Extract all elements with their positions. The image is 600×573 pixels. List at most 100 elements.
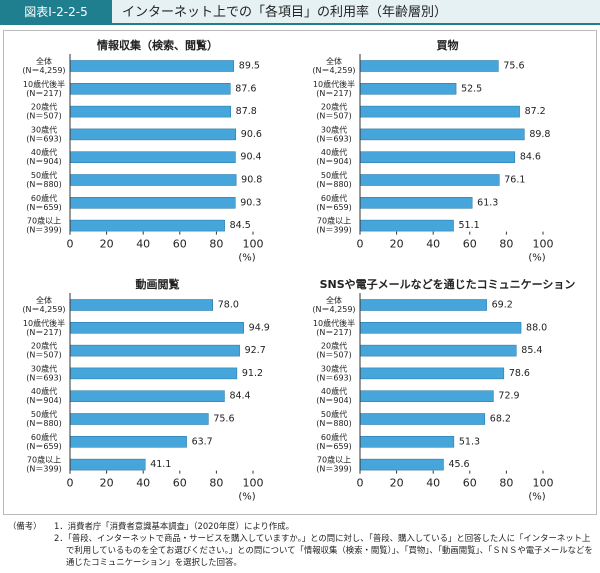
bar	[359, 128, 525, 141]
header-title: インターネット上での「各項目」の利用率（年齢層別）	[122, 4, 447, 20]
bar	[359, 322, 522, 334]
bar	[69, 413, 209, 425]
category-label: (N＝880)	[316, 419, 352, 428]
category-label: (N＝693)	[26, 373, 62, 382]
category-label: 30歳代	[31, 363, 57, 373]
header-label-bg	[0, 0, 112, 24]
value-label: 78.6	[509, 368, 530, 379]
x-tick-label: 40	[136, 238, 150, 251]
x-tick-label: 0	[357, 477, 364, 490]
value-label: 51.1	[459, 220, 480, 231]
bar	[69, 458, 146, 471]
bar	[69, 390, 225, 402]
bar	[69, 105, 231, 118]
bar	[69, 83, 231, 95]
category-label: 70歳以上	[27, 216, 61, 226]
category-label: (N＝659)	[26, 442, 62, 451]
category-label: (N＝659)	[316, 203, 352, 212]
x-tick-label: 100	[243, 477, 264, 490]
value-label: 92.7	[245, 345, 266, 356]
category-label: 40歳代	[321, 386, 347, 396]
category-label: 60歳代	[31, 193, 57, 203]
category-label: 50歳代	[321, 409, 347, 419]
bar	[359, 367, 505, 380]
category-label: (N＝659)	[316, 442, 352, 451]
bar	[359, 83, 457, 95]
category-label: (N＝904)	[316, 157, 352, 166]
category-label: (N＝904)	[26, 157, 62, 166]
value-label: 72.9	[498, 391, 519, 402]
value-label: 51.3	[459, 436, 480, 447]
x-tick-label: 60	[463, 477, 477, 490]
bar	[359, 458, 444, 471]
value-label: 87.8	[236, 106, 257, 117]
category-label: (N＝693)	[26, 134, 62, 143]
category-label: (N＝507)	[26, 112, 62, 121]
value-label: 84.4	[229, 391, 250, 402]
value-label: 89.8	[529, 129, 550, 140]
category-label: (N＝399)	[26, 226, 62, 235]
value-label: 84.6	[520, 152, 541, 163]
category-label: 50歳代	[31, 409, 57, 419]
category-label: (N＝880)	[26, 180, 62, 189]
category-label: 30歳代	[321, 363, 347, 373]
x-tick-label: 60	[173, 238, 187, 251]
x-axis-label: (%)	[238, 253, 255, 264]
category-label: (N＝217)	[316, 328, 352, 337]
notes-items: 1．消費者庁「消費者意識基本調査」（2020年度）により作成。 2．「普段、インタ…	[54, 520, 593, 568]
value-label: 78.0	[218, 300, 239, 311]
category-label: 60歳代	[321, 193, 347, 203]
x-tick-label: 40	[136, 477, 150, 490]
value-label: 75.6	[503, 61, 524, 72]
bar	[359, 413, 486, 425]
category-label: 全体	[326, 56, 342, 66]
category-label: (N＝507)	[316, 351, 352, 360]
bar	[359, 344, 517, 357]
x-tick-label: 100	[533, 238, 554, 251]
bar	[69, 367, 238, 380]
category-label: 40歳代	[31, 147, 57, 157]
notes: （備考） 1．消費者庁「消費者意識基本調査」（2020年度）により作成。 2．「普…	[8, 520, 593, 568]
bar	[359, 197, 473, 209]
x-tick-label: 80	[209, 477, 223, 490]
category-label: 30歳代	[31, 124, 57, 134]
x-axis-label: (%)	[528, 253, 545, 264]
bar	[69, 344, 240, 357]
value-label: 94.9	[249, 322, 270, 333]
x-tick-label: 80	[209, 238, 223, 251]
category-label: 全体	[36, 56, 52, 66]
bar	[69, 151, 236, 163]
category-label: 40歳代	[31, 386, 57, 396]
x-tick-label: 40	[426, 477, 440, 490]
value-label: 90.4	[240, 152, 261, 163]
frame	[3, 30, 597, 515]
value-label: 90.8	[241, 175, 262, 186]
category-label: (N＝217)	[26, 89, 62, 98]
category-label: (N＝880)	[26, 419, 62, 428]
bar	[359, 151, 516, 163]
category-label: (N＝399)	[316, 226, 352, 235]
bar	[359, 390, 494, 402]
value-label: 63.7	[192, 436, 213, 447]
value-label: 87.6	[235, 83, 256, 94]
bar	[69, 60, 235, 72]
bar	[69, 197, 236, 209]
category-label: 60歳代	[31, 432, 57, 442]
bar	[359, 299, 487, 311]
x-axis-label: (%)	[238, 492, 255, 503]
x-tick-label: 20	[390, 477, 404, 490]
category-label: (N＝693)	[316, 134, 352, 143]
category-label: (N＝904)	[316, 396, 352, 405]
value-label: 76.1	[504, 175, 525, 186]
category-label: 50歳代	[31, 170, 57, 180]
category-label: (N＝217)	[316, 89, 352, 98]
category-label: 70歳以上	[27, 455, 61, 465]
value-label: 87.2	[525, 106, 546, 117]
bar	[359, 219, 454, 232]
x-tick-label: 0	[67, 477, 74, 490]
value-label: 41.1	[150, 459, 171, 470]
bar	[359, 60, 499, 72]
category-label: (N＝507)	[316, 112, 352, 121]
value-label: 69.2	[492, 300, 513, 311]
